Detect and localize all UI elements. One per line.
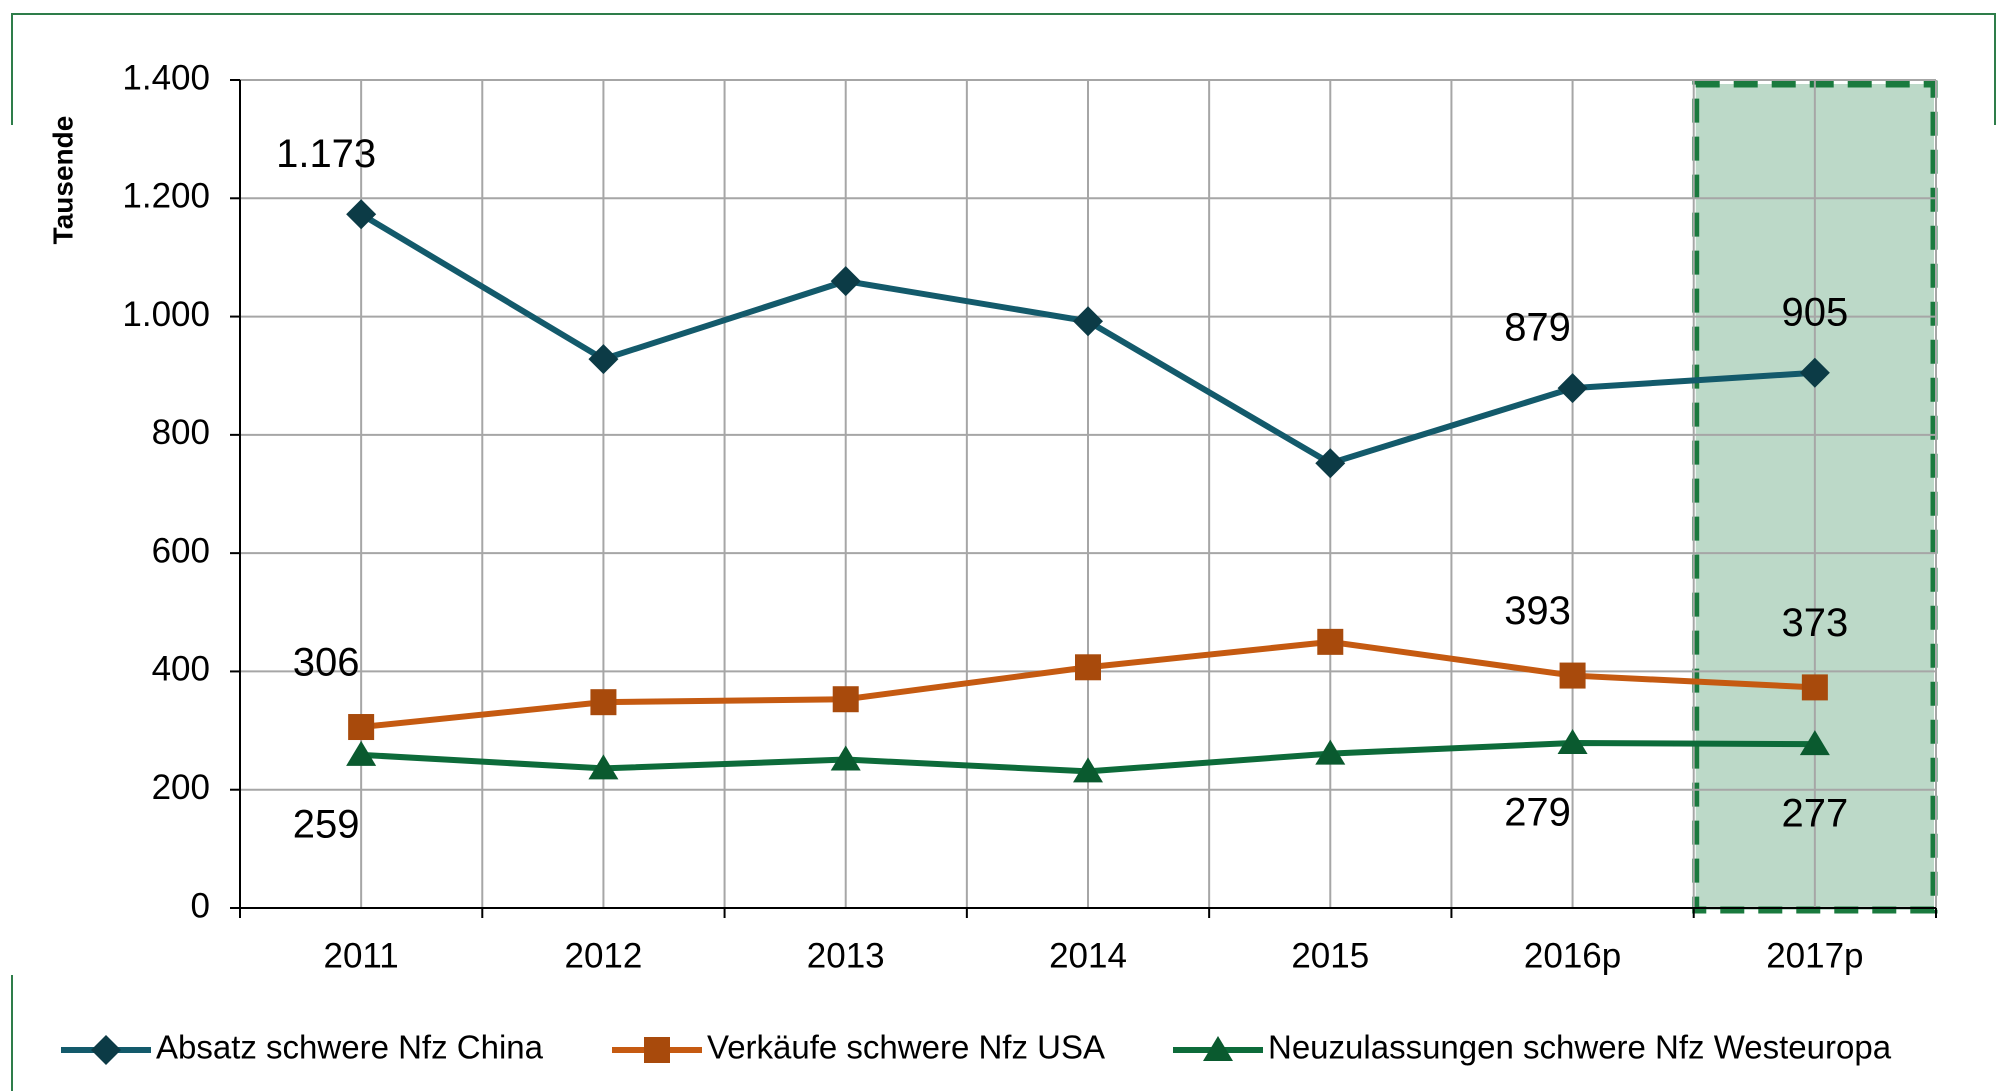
y-tick-label: 800 — [152, 413, 210, 452]
data-label: 277 — [1781, 792, 1848, 836]
legend-label: Absatz schwere Nfz China — [156, 1029, 544, 1066]
data-point — [830, 266, 861, 297]
y-tick-label: 400 — [152, 650, 210, 689]
data-point — [1799, 730, 1830, 756]
x-tick-label: 2017p — [1766, 936, 1863, 975]
data-point — [1799, 357, 1830, 388]
x-tick-label: 2014 — [1049, 936, 1127, 975]
y-axis-label: Tausende — [47, 116, 78, 245]
data-point — [1315, 739, 1346, 765]
data-point — [1317, 628, 1344, 655]
data-point — [1801, 674, 1828, 701]
data-point — [832, 686, 859, 713]
data-point — [346, 199, 377, 230]
legend-label: Neuzulassungen schwere Nfz Westeuropa — [1268, 1029, 1892, 1066]
data-label: 373 — [1781, 601, 1848, 645]
x-tick-label: 2016p — [1524, 936, 1621, 975]
y-tick-label: 200 — [152, 768, 210, 807]
data-label: 393 — [1504, 589, 1571, 633]
data-point — [1075, 654, 1101, 681]
data-label: 1.173 — [276, 132, 376, 176]
x-tick-label: 2012 — [564, 936, 642, 975]
x-tick-label: 2015 — [1291, 936, 1369, 975]
data-point — [1557, 728, 1588, 754]
data-point — [830, 745, 861, 771]
legend-marker — [91, 1035, 121, 1065]
data-point — [590, 689, 617, 716]
frame — [11, 13, 1996, 125]
data-label: 905 — [1781, 290, 1848, 334]
y-tick-label: 1.000 — [122, 295, 210, 334]
x-tick-label: 2011 — [324, 936, 399, 975]
y-tick-label: 1.400 — [122, 58, 210, 97]
legend-marker — [1203, 1036, 1233, 1061]
legend-marker — [644, 1037, 670, 1063]
data-point — [588, 754, 619, 780]
x-tick-label: 2013 — [807, 936, 885, 975]
data-point — [1073, 757, 1103, 783]
legend-label: Verkäufe schwere Nfz USA — [707, 1029, 1105, 1066]
data-point — [348, 714, 375, 741]
data-point — [1315, 448, 1346, 479]
y-tick-label: 600 — [152, 531, 210, 570]
data-point — [1073, 306, 1103, 337]
data-label: 879 — [1504, 306, 1571, 350]
data-point — [1557, 373, 1588, 404]
y-tick-label: 1.200 — [122, 177, 210, 216]
data-label: 306 — [293, 641, 360, 685]
data-point — [588, 344, 619, 375]
y-tick-label: 0 — [191, 886, 210, 925]
data-point — [346, 740, 377, 766]
data-label: 259 — [293, 802, 360, 846]
data-label: 279 — [1504, 791, 1571, 835]
data-point — [1559, 662, 1586, 689]
